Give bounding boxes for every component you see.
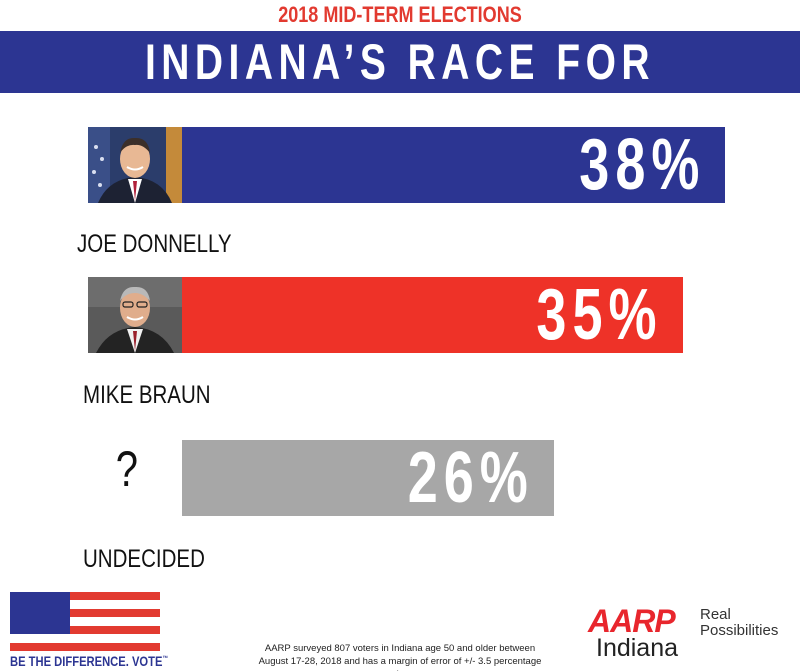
page-title: INDIANA’S RACE FOR SENATE [145,34,655,152]
bar-braun [182,277,683,353]
vote-tagline: BE THE DIFFERENCE. VOTE™ [10,653,169,669]
aarp-state-name: Indiana [596,634,679,662]
value-label-braun: 35% [536,275,663,355]
candidate-name-braun: MIKE BRAUN [83,381,211,409]
value-label-undecided: 26% [407,438,534,518]
aarp-logo: AARP [588,603,676,639]
kicker-heading: 2018 MID-TERM ELECTIONS [278,2,522,27]
candidate-name-donnelly: JOE DONNELLY [77,230,232,258]
candidate-name-undecided: UNDECIDED [83,545,205,573]
title-banner: INDIANA’S RACE FOR SENATE [0,31,800,152]
value-label-donnelly: 38% [579,125,706,205]
aarp-tagline-line-1: Real [700,606,731,623]
us-flag-icon [10,592,160,652]
donnelly-photo [88,127,183,203]
bar-donnelly [182,127,726,203]
survey-footnote: AARP surveyed 807 voters in Indiana age … [258,643,542,671]
undecided-question-mark: ? [115,441,139,497]
braun-photo [88,277,183,353]
aarp-tagline: Real Possibilities [700,607,778,639]
aarp-tagline-line-2: Possibilities [700,622,779,639]
bar-undecided [182,440,554,516]
